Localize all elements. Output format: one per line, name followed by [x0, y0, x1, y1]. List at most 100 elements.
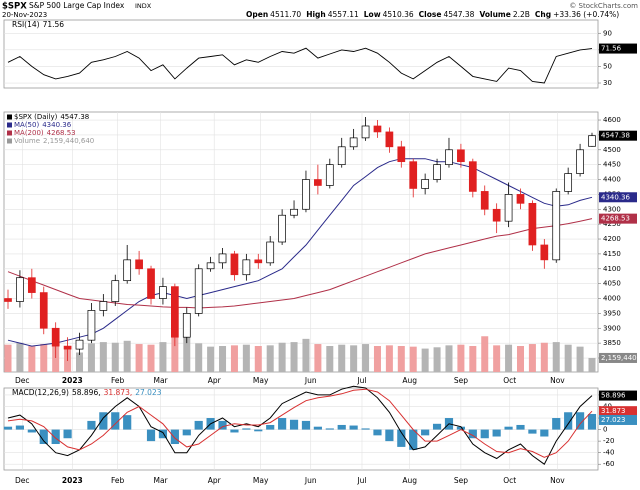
y-tick-label: 30: [603, 79, 612, 87]
histogram-bar: [218, 420, 227, 430]
volume-bar: [350, 345, 358, 372]
histogram-bar: [194, 420, 203, 430]
x-tick-label: Oct: [503, 376, 516, 385]
histogram-bar: [242, 428, 251, 430]
volume-bar: [516, 346, 524, 372]
candle-body: [552, 191, 561, 261]
histogram-bar: [325, 428, 334, 430]
y-tick-label: 4300: [603, 205, 621, 213]
value-tag-label: 71.56: [601, 45, 622, 53]
x-tick-label: Nov: [550, 476, 565, 485]
legend-value: 27.023: [135, 388, 161, 397]
legend-swatch: [7, 130, 12, 136]
volume-bar: [171, 327, 179, 372]
histogram-bar: [170, 429, 179, 445]
candle-body: [63, 345, 72, 350]
legend-swatch: [7, 138, 12, 144]
histogram-bar: [456, 426, 465, 430]
volume-bar: [540, 342, 548, 372]
volume-bar: [564, 344, 572, 372]
volume-bar: [87, 343, 95, 372]
x-tick-label: Nov: [550, 376, 565, 385]
histogram-bar: [278, 418, 287, 430]
candle-body: [492, 208, 501, 222]
x-tick-label: Sep: [454, 476, 468, 485]
x-tick-label: Dec: [15, 376, 30, 385]
x-tick-label: Jun: [304, 376, 317, 385]
y-tick-label: 90: [603, 29, 612, 37]
x-tick-label: Jul: [356, 476, 366, 485]
x-tick-label: Dec: [15, 476, 30, 485]
x-tick-label: Jul: [356, 376, 366, 385]
candle-body: [16, 277, 24, 302]
candle-body: [528, 202, 537, 246]
volume-bar: [469, 346, 477, 372]
volume-bar: [373, 346, 381, 372]
quote-value: 4547.38: [443, 10, 474, 19]
volume-bar: [123, 340, 131, 372]
histogram-bar: [432, 423, 442, 430]
legend-value: 71.56: [43, 20, 65, 29]
volume-bar: [195, 343, 203, 372]
candle-body: [588, 135, 596, 147]
x-tick-label: Aug: [402, 376, 417, 385]
panel-legend: MA(50) 4340.36: [14, 121, 72, 129]
legend-name: MA(50): [14, 121, 39, 129]
quote-label: Open: [246, 10, 268, 19]
y-tick-label: 4500: [603, 146, 621, 154]
histogram-bar: [87, 420, 96, 430]
candle-body: [540, 244, 549, 261]
volume-bar: [111, 342, 119, 372]
y-tick-label: 4100: [603, 265, 621, 273]
candle-body: [27, 277, 36, 293]
volume-bar: [230, 345, 238, 372]
x-tick-label: Oct: [503, 476, 516, 485]
histogram-bar: [540, 429, 549, 437]
rsi-line: [7, 47, 593, 84]
value-tag: [599, 390, 637, 401]
x-tick-label: Sep: [454, 376, 468, 385]
volume-bar: [326, 346, 334, 372]
histogram-bar: [39, 429, 48, 445]
volume-bar: [409, 346, 417, 372]
volume-bar: [76, 352, 84, 372]
histogram-bar: [289, 419, 299, 430]
legend-name: $SPX (Daily): [14, 113, 58, 121]
candle-body: [468, 161, 477, 192]
candle-body: [385, 131, 394, 148]
x-tick-label: May: [253, 376, 269, 385]
panel-frame: [3, 19, 599, 89]
volume-bar: [421, 348, 429, 372]
x-tick-label: Apr: [208, 376, 222, 385]
quote-label: Low: [364, 10, 381, 19]
volume-bar: [362, 344, 370, 372]
histogram-bar: [301, 420, 311, 430]
y-tick-label: 4600: [603, 116, 621, 124]
symbol: $SPX: [2, 2, 27, 12]
volume-bar: [528, 344, 536, 372]
panel-frame: [3, 111, 599, 373]
histogram-bar: [492, 429, 501, 437]
candle-body: [314, 179, 322, 186]
volume-bar: [16, 342, 24, 372]
histogram-bar: [587, 413, 597, 430]
value-tag: [599, 43, 637, 54]
legend-name: MA(200): [14, 129, 44, 137]
candle-body: [147, 268, 155, 299]
date: 20-Nov-2023: [2, 11, 47, 19]
histogram-bar: [158, 429, 168, 439]
candle-body: [576, 149, 584, 174]
y-tick-label: 4250: [603, 220, 621, 228]
volume-bar: [266, 345, 274, 372]
x-tick-label: Mar: [153, 376, 168, 385]
legend-value: 4268.53: [47, 129, 76, 137]
y-tick-label: -60: [603, 460, 614, 468]
quote-line: Open 4511.70 High 4557.11 Low 4510.36 Close 454…: [246, 10, 619, 19]
histogram-bar: [51, 429, 60, 445]
quote-value: 4510.36: [383, 10, 414, 19]
candle-body: [421, 179, 429, 189]
y-tick-label: 4200: [603, 235, 621, 243]
quote-value: 4511.70: [270, 10, 301, 19]
candle-body: [457, 149, 465, 163]
value-tag: [599, 192, 637, 203]
